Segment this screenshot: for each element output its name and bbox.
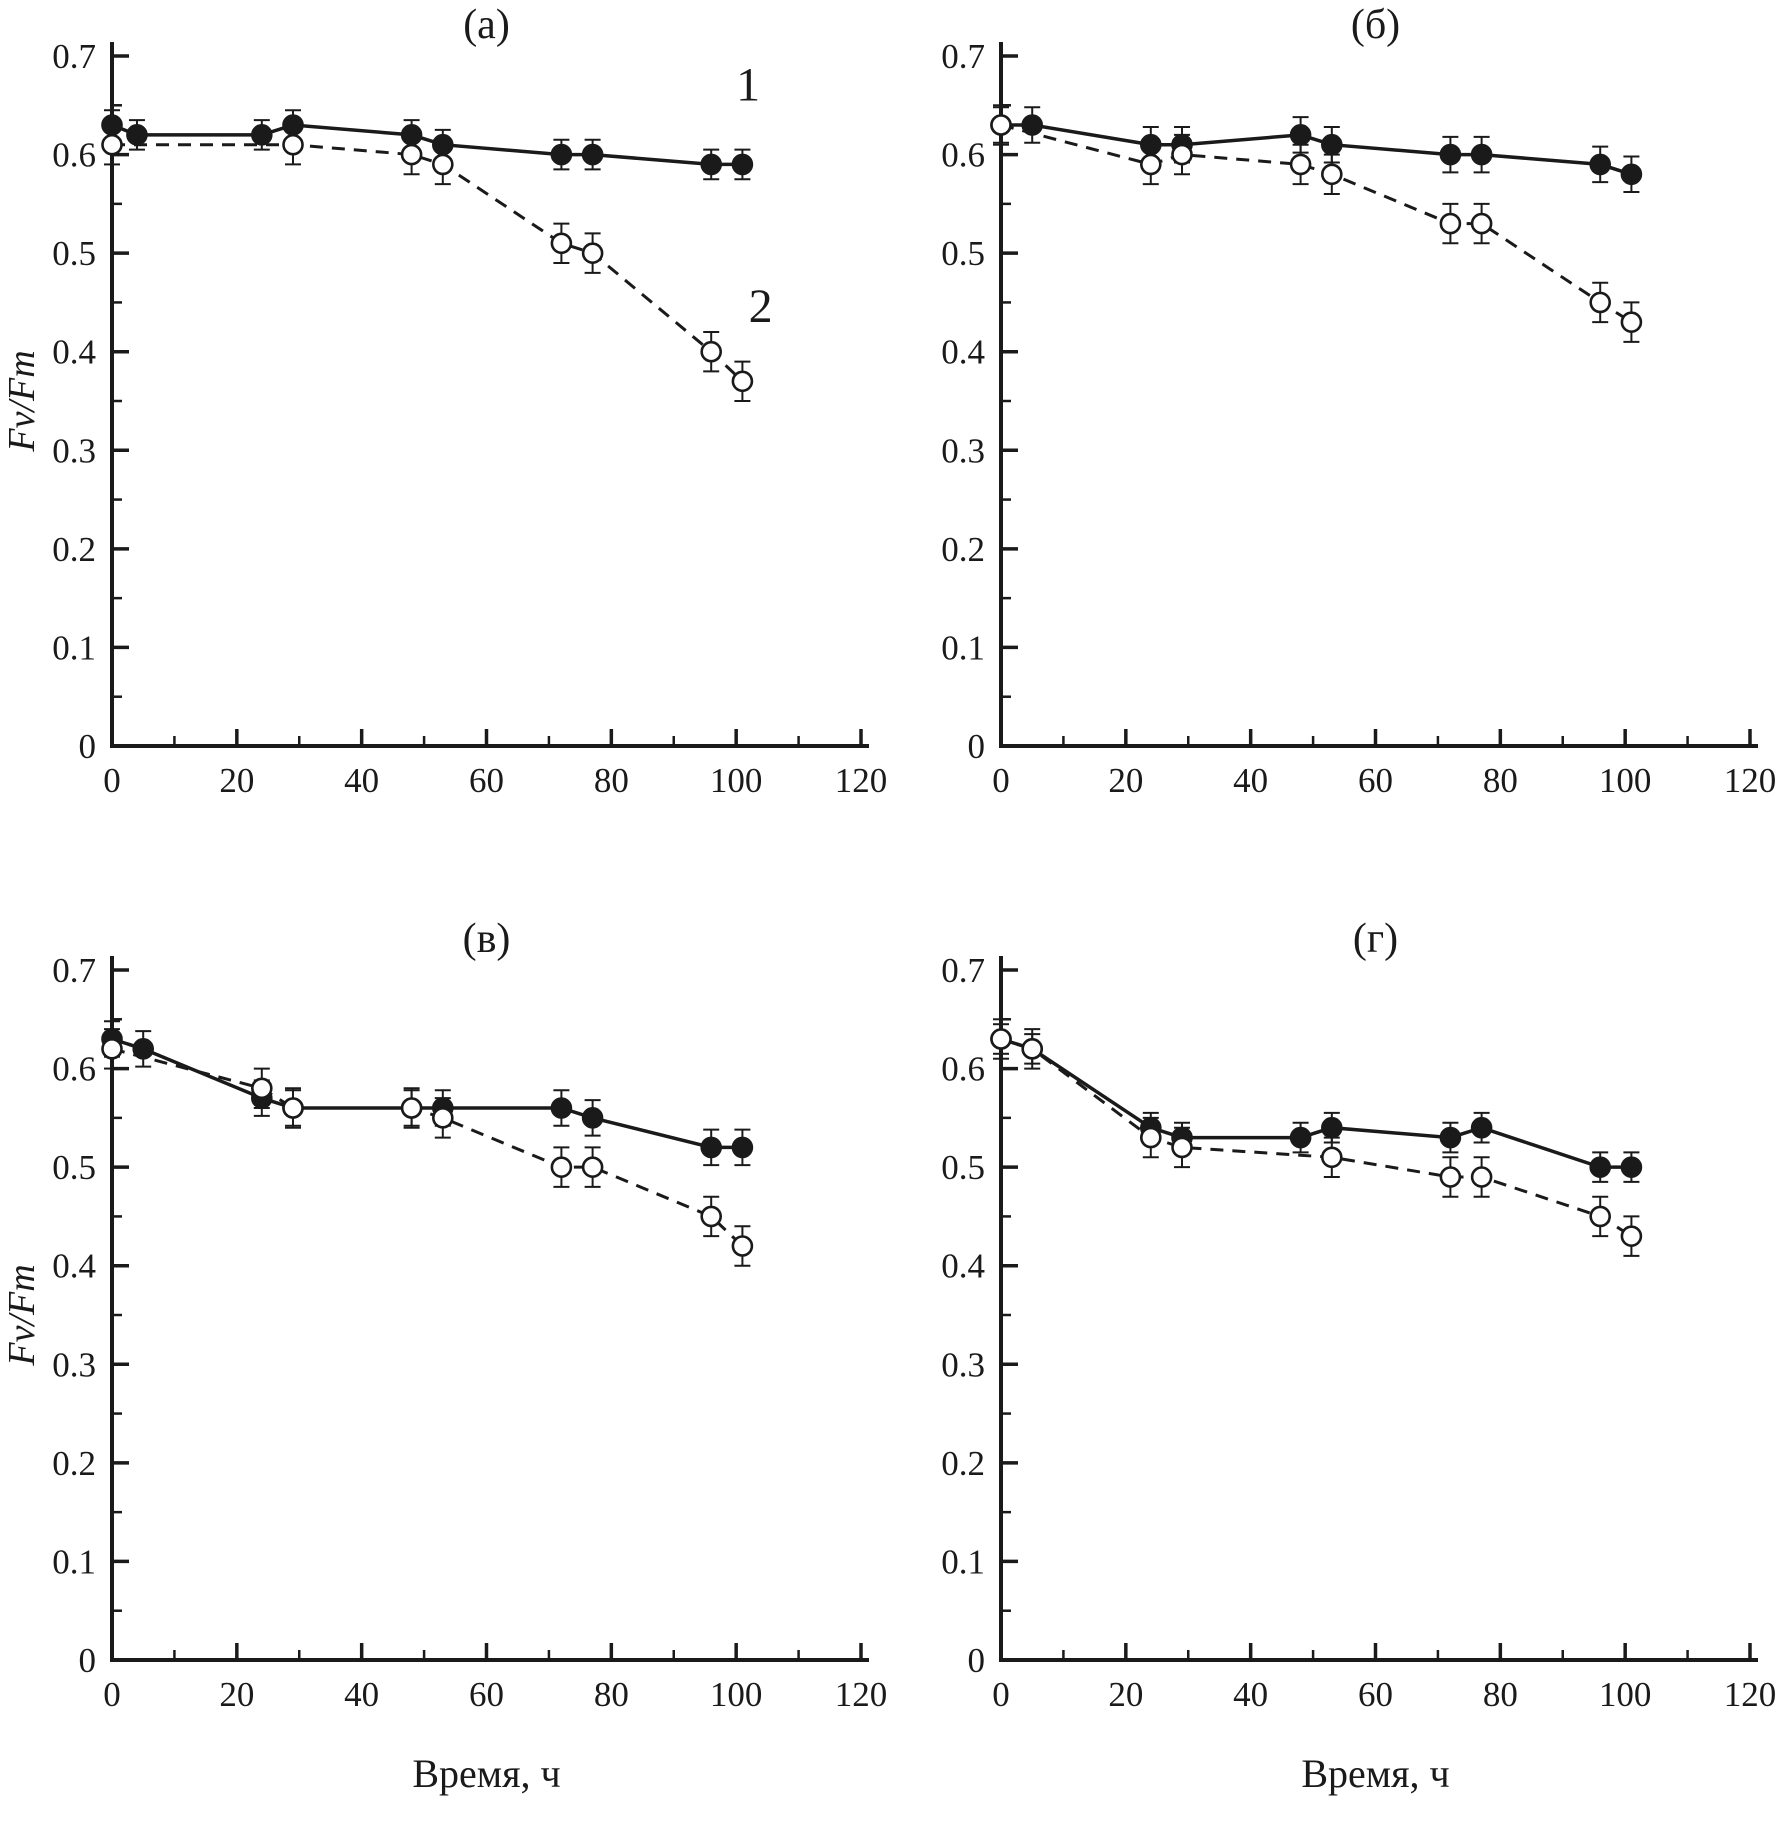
panel-b: (б) 0 20 40 60 80 100 120 0 0.1 0.2 0.3 0.4 0.5 0.6 0.… <box>889 0 1778 914</box>
svg-text:0.7: 0.7 <box>941 951 985 990</box>
svg-text:0.1: 0.1 <box>941 1542 985 1581</box>
svg-text:120: 120 <box>835 761 888 800</box>
svg-text:0.1: 0.1 <box>941 628 985 667</box>
svg-text:40: 40 <box>1233 761 1268 800</box>
svg-text:0.3: 0.3 <box>52 1345 96 1384</box>
svg-text:0.5: 0.5 <box>52 1148 96 1187</box>
y-axis-label: Fv/Fm <box>1 350 43 452</box>
chart-svg-g: 0 20 40 60 80 100 120 0 0.1 0.2 0.3 0.4 0.5 0.6 0.7 <box>941 951 1777 1714</box>
panel-v-title: (в) <box>462 916 511 962</box>
svg-text:100: 100 <box>710 1675 763 1714</box>
svg-text:60: 60 <box>1358 1675 1393 1714</box>
svg-text:60: 60 <box>469 761 504 800</box>
svg-text:120: 120 <box>835 1675 888 1714</box>
svg-text:0.4: 0.4 <box>941 1247 985 1286</box>
svg-text:1: 1 <box>736 58 760 111</box>
svg-text:60: 60 <box>1358 761 1393 800</box>
svg-text:0.1: 0.1 <box>52 1542 96 1581</box>
svg-text:20: 20 <box>219 761 254 800</box>
svg-text:0: 0 <box>968 727 986 766</box>
svg-text:0.1: 0.1 <box>52 628 96 667</box>
chart-svg-a: 0 20 40 60 80 100 120 0 0.1 0.2 0.3 0.4 0.5 0.6 0.7 1 2 <box>52 37 888 800</box>
svg-text:80: 80 <box>594 761 629 800</box>
svg-text:120: 120 <box>1724 761 1777 800</box>
panel-g-title: (г) <box>1352 916 1399 962</box>
svg-text:100: 100 <box>1599 761 1652 800</box>
svg-text:0.4: 0.4 <box>941 333 985 372</box>
svg-text:100: 100 <box>1599 1675 1652 1714</box>
chart-svg-b: 0 20 40 60 80 100 120 0 0.1 0.2 0.3 0.4 0.5 0.6 0.7 <box>941 37 1777 800</box>
svg-text:0: 0 <box>79 1641 97 1680</box>
svg-text:0.6: 0.6 <box>52 1050 96 1089</box>
svg-text:20: 20 <box>1108 761 1143 800</box>
svg-text:40: 40 <box>1233 1675 1268 1714</box>
svg-text:80: 80 <box>1483 761 1518 800</box>
panel-a: (а) Fv/Fm 0 20 40 60 80 100 120 0 0.1 0.2 0.3 0.4 0.… <box>0 0 889 914</box>
svg-text:0.7: 0.7 <box>941 37 985 76</box>
svg-text:0.5: 0.5 <box>941 1148 985 1187</box>
svg-text:0.3: 0.3 <box>52 431 96 470</box>
svg-text:60: 60 <box>469 1675 504 1714</box>
svg-text:0: 0 <box>79 727 97 766</box>
svg-text:0: 0 <box>103 761 121 800</box>
svg-text:0.3: 0.3 <box>941 1345 985 1384</box>
svg-text:0.5: 0.5 <box>52 234 96 273</box>
svg-text:0.2: 0.2 <box>941 1444 985 1483</box>
svg-text:80: 80 <box>1483 1675 1518 1714</box>
panel-b-title: (б) <box>1350 2 1401 48</box>
svg-text:0.3: 0.3 <box>941 431 985 470</box>
svg-text:0.6: 0.6 <box>941 136 985 175</box>
svg-text:0.2: 0.2 <box>52 1444 96 1483</box>
svg-text:80: 80 <box>594 1675 629 1714</box>
svg-text:0: 0 <box>968 1641 986 1680</box>
svg-text:0.6: 0.6 <box>941 1050 985 1089</box>
svg-text:0.6: 0.6 <box>52 136 96 175</box>
svg-text:0.4: 0.4 <box>52 1247 96 1286</box>
y-axis-label: Fv/Fm <box>1 1264 43 1366</box>
svg-text:0.7: 0.7 <box>52 951 96 990</box>
panel-a-title: (а) <box>463 2 510 48</box>
chart-svg-v: 0 20 40 60 80 100 120 0 0.1 0.2 0.3 0.4 0.5 0.6 0.7 <box>52 951 888 1714</box>
svg-text:100: 100 <box>710 761 763 800</box>
x-axis-label: Время, ч <box>412 1751 561 1796</box>
svg-text:0.5: 0.5 <box>941 234 985 273</box>
svg-text:0: 0 <box>992 1675 1010 1714</box>
svg-text:0.4: 0.4 <box>52 333 96 372</box>
svg-text:0.2: 0.2 <box>941 530 985 569</box>
svg-text:0: 0 <box>103 1675 121 1714</box>
svg-text:40: 40 <box>344 1675 379 1714</box>
svg-text:0: 0 <box>992 761 1010 800</box>
panel-g: (г) 0 20 40 60 80 100 120 0 0.1 0.2 0.3 0.4 0.5 0.6 0.… <box>889 914 1778 1828</box>
svg-text:20: 20 <box>1108 1675 1143 1714</box>
svg-text:2: 2 <box>749 280 773 333</box>
svg-text:0.7: 0.7 <box>52 37 96 76</box>
svg-text:20: 20 <box>219 1675 254 1714</box>
svg-text:0.2: 0.2 <box>52 530 96 569</box>
svg-text:120: 120 <box>1724 1675 1777 1714</box>
panel-v: (в) Fv/Fm 0 20 40 60 80 100 120 0 0.1 0.2 0.3 0.4 0.… <box>0 914 889 1828</box>
x-axis-label: Время, ч <box>1301 1751 1450 1796</box>
svg-text:40: 40 <box>344 761 379 800</box>
